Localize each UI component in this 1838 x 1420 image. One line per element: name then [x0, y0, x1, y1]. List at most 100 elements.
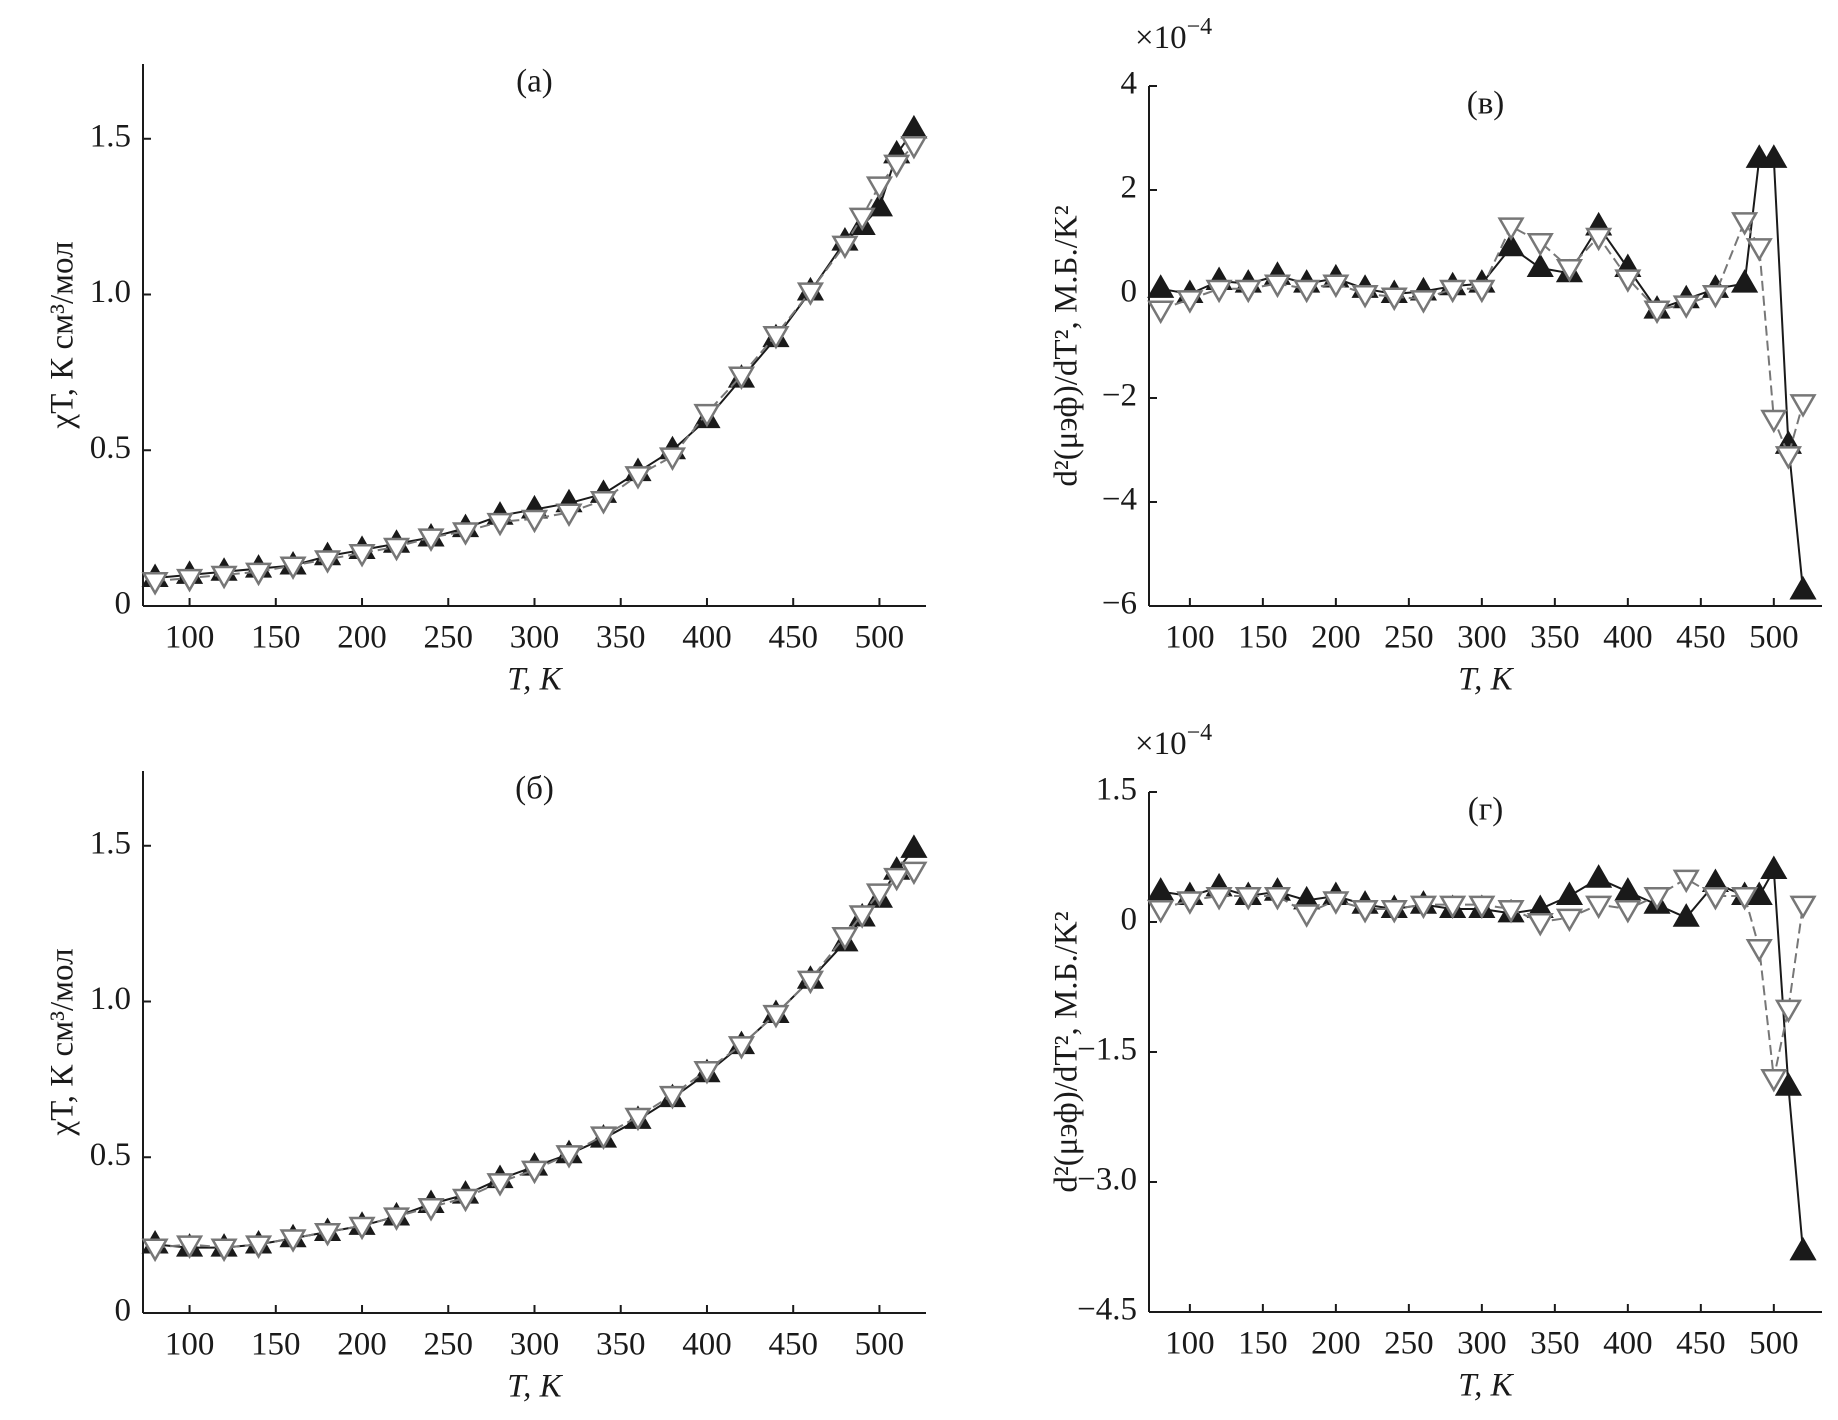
marker [1526, 912, 1554, 937]
marker [1147, 274, 1175, 298]
marker [1789, 575, 1817, 600]
marker [865, 883, 893, 907]
marker [141, 1238, 169, 1263]
y-tick-label: 0.5 [90, 430, 131, 466]
marker [589, 491, 618, 515]
y-tick-label: −4.5 [1077, 1292, 1137, 1328]
marker [1614, 899, 1642, 924]
marker [279, 556, 307, 581]
marker [1263, 886, 1292, 911]
marker [624, 1107, 652, 1132]
marker [1205, 886, 1233, 911]
multiplier-base: ×10 [1135, 726, 1187, 762]
marker [1439, 895, 1467, 920]
marker [693, 403, 721, 428]
marker [1176, 290, 1204, 314]
marker [693, 1060, 721, 1085]
marker [1585, 864, 1613, 888]
x-tick-label: 250 [1384, 620, 1434, 656]
y-tick-label: 0 [115, 1293, 132, 1329]
marker [451, 1188, 480, 1213]
marker [796, 970, 825, 995]
marker [727, 366, 756, 390]
marker [1614, 269, 1642, 293]
x-axis-label: T, K [1458, 662, 1514, 698]
marker [658, 1085, 687, 1110]
marker [1351, 284, 1379, 309]
marker [1409, 895, 1438, 920]
marker [1293, 904, 1321, 928]
multiplier-exponent: −4 [1187, 720, 1213, 746]
marker [348, 543, 376, 568]
marker [486, 512, 514, 537]
marker [1205, 279, 1233, 304]
series-line [1160, 866, 1805, 1252]
marker [520, 1160, 549, 1185]
marker [1760, 409, 1788, 434]
y-tick-label: −4 [1102, 482, 1137, 518]
series-line [154, 848, 915, 1249]
x-tick-label: 500 [855, 620, 905, 656]
axis-multiplier: ×10−4 [1135, 14, 1212, 56]
marker [831, 235, 859, 260]
marker [1789, 1236, 1817, 1261]
y-tick-label: 4 [1121, 66, 1138, 102]
x-tick-label: 500 [1749, 1326, 1799, 1362]
x-tick-label: 400 [682, 1327, 732, 1363]
y-tick-label: −6 [1102, 586, 1137, 622]
multiplier-base: ×10 [1135, 20, 1187, 56]
y-tick-label: 1.5 [90, 118, 131, 154]
x-tick-label: 450 [1676, 620, 1726, 656]
marker [883, 154, 911, 179]
x-tick-label: 200 [1311, 620, 1361, 656]
y-tick-label: −3.0 [1077, 1162, 1137, 1198]
chart-panel: 100 150 200 250 300 350 400 450 500 0 0.5 1.0 1.5 (б)… [45, 771, 928, 1405]
marker [1672, 869, 1700, 894]
y-tick-label: 1.0 [90, 274, 131, 310]
x-tick-label: 250 [1384, 1326, 1434, 1362]
series-line [154, 869, 915, 1249]
x-tick-label: 400 [1603, 1326, 1653, 1362]
marker [555, 503, 583, 528]
y-axis-label: d²(μэф)/dT², М.Б./K² [1049, 911, 1085, 1192]
chart-panel: 100 150 200 250 300 350 400 450 500 0 0.5 1.0 1.5 (а)… [45, 64, 928, 698]
marker [1585, 227, 1613, 252]
marker [141, 572, 169, 596]
y-axis-label: χT, К см³/мол [45, 948, 81, 1136]
panel-label: (а) [516, 64, 553, 100]
marker [1555, 258, 1584, 283]
marker [1555, 881, 1584, 906]
x-tick-label: 500 [1749, 620, 1799, 656]
marker [176, 568, 204, 593]
marker [451, 522, 480, 546]
x-tick-label: 200 [337, 620, 387, 656]
marker [762, 325, 790, 350]
marker [1468, 279, 1496, 304]
marker [244, 1235, 273, 1259]
x-tick-label: 200 [337, 1327, 387, 1363]
marker [900, 834, 928, 858]
x-tick-label: 350 [596, 620, 646, 656]
y-axis-label: χT, К см³/мол [45, 241, 81, 429]
y-tick-label: −2 [1102, 378, 1137, 414]
marker [848, 905, 876, 929]
x-axis-label: T, K [507, 1369, 563, 1405]
y-tick-label: 1.0 [90, 981, 131, 1017]
chart-panel: 100 150 200 250 300 350 400 450 500 −4.5 −3.0 −1.5 0… [1049, 720, 1822, 1404]
marker [1731, 269, 1759, 293]
x-axis-label: T, K [1458, 1368, 1514, 1404]
panel-label: (г) [1468, 792, 1504, 828]
marker [1774, 1072, 1802, 1096]
marker [1468, 895, 1496, 920]
axis-multiplier: ×10−4 [1135, 720, 1212, 762]
marker [848, 207, 876, 232]
marker [1234, 886, 1262, 911]
marker [831, 927, 859, 951]
marker [382, 1207, 411, 1231]
chart-panel: 100 150 200 250 300 350 400 450 500 −6 −4 −2 0 2 4 (в) T… [1049, 14, 1822, 698]
marker [1774, 446, 1802, 470]
x-tick-label: 100 [165, 620, 215, 656]
x-tick-label: 450 [768, 1327, 818, 1363]
marker [658, 447, 687, 471]
